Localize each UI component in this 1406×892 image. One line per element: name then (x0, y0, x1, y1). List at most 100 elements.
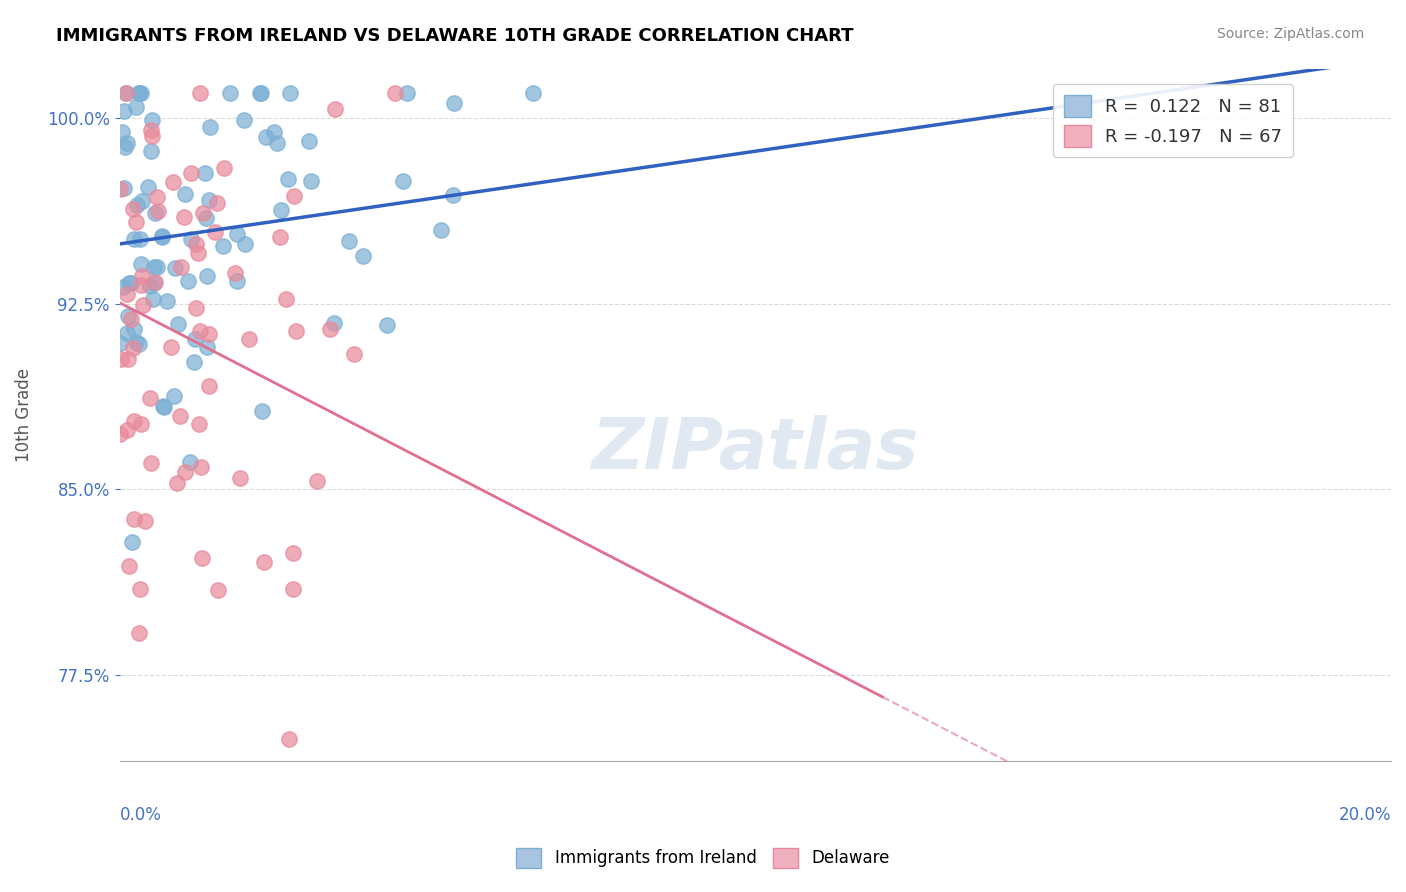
Point (392, 173, 415, 187)
Point (173, 186, 195, 201)
Point (122, 231, 145, 245)
Point (249, 87, 271, 101)
Point (139, 144, 162, 158)
Point (198, 326, 221, 341)
Point (143, 206, 166, 220)
Point (441, 188, 464, 202)
Point (198, 379, 221, 393)
Point (146, 260, 169, 274)
Point (266, 136, 288, 150)
Point (155, 294, 177, 309)
Point (122, 321, 145, 335)
Point (194, 166, 217, 180)
Point (128, 625, 150, 640)
Point (173, 210, 195, 224)
Point (183, 355, 205, 369)
Point (238, 332, 260, 346)
Point (319, 322, 342, 336)
Point (129, 278, 152, 293)
Point (162, 175, 184, 189)
Point (274, 292, 297, 306)
Point (162, 389, 184, 403)
Point (150, 228, 173, 243)
Point (141, 129, 163, 144)
Point (180, 232, 202, 246)
Point (122, 512, 145, 526)
Point (141, 123, 163, 137)
Point (160, 340, 183, 354)
Point (124, 414, 146, 428)
Point (174, 465, 197, 479)
Point (179, 455, 201, 469)
Point (305, 474, 328, 488)
Point (120, 276, 142, 290)
Point (115, 287, 138, 301)
Point (110, 181, 132, 195)
Point (323, 316, 346, 330)
Point (298, 134, 321, 148)
Point (141, 112, 163, 127)
Point (233, 237, 256, 252)
Point (395, 87, 418, 101)
Point (136, 180, 159, 194)
Legend: Immigrants from Ireland, Delaware: Immigrants from Ireland, Delaware (509, 841, 897, 875)
Point (299, 173, 322, 187)
Point (180, 166, 202, 180)
Point (226, 227, 249, 241)
Point (522, 87, 544, 101)
Point (120, 312, 142, 326)
Point (218, 87, 240, 101)
Point (115, 423, 138, 437)
Point (143, 260, 166, 274)
Point (129, 582, 152, 597)
Point (277, 172, 299, 186)
Point (443, 95, 465, 110)
Point (214, 161, 236, 175)
Point (207, 195, 229, 210)
Point (129, 257, 152, 271)
Point (114, 140, 136, 154)
Text: 20.0%: 20.0% (1339, 805, 1391, 824)
Point (129, 87, 152, 101)
Point (128, 337, 150, 351)
Point (195, 341, 218, 355)
Point (229, 471, 252, 485)
Point (187, 245, 209, 260)
Point (270, 202, 292, 217)
Point (112, 103, 135, 118)
Point (177, 274, 200, 288)
Point (284, 324, 307, 338)
Point (146, 190, 169, 204)
Point (343, 347, 366, 361)
Point (115, 136, 138, 150)
Point (212, 239, 235, 253)
Point (188, 325, 211, 339)
Point (115, 87, 138, 101)
Point (169, 409, 191, 423)
Point (184, 332, 207, 346)
Point (153, 401, 176, 415)
Text: Source: ZipAtlas.com: Source: ZipAtlas.com (1216, 27, 1364, 41)
Point (150, 230, 173, 244)
Point (117, 352, 139, 367)
Point (115, 326, 138, 340)
Point (142, 292, 165, 306)
Point (337, 235, 360, 249)
Point (125, 100, 148, 114)
Point (430, 223, 453, 237)
Point (112, 181, 135, 195)
Text: ZIPatlas: ZIPatlas (592, 415, 920, 484)
Point (195, 211, 218, 226)
Point (281, 546, 304, 560)
Point (184, 237, 207, 252)
Point (122, 342, 145, 356)
Point (249, 87, 271, 101)
Point (127, 197, 149, 211)
Point (198, 194, 221, 208)
Point (191, 206, 214, 220)
Point (198, 120, 221, 134)
Point (283, 189, 305, 203)
Point (134, 514, 156, 528)
Point (118, 559, 141, 574)
Point (323, 102, 346, 116)
